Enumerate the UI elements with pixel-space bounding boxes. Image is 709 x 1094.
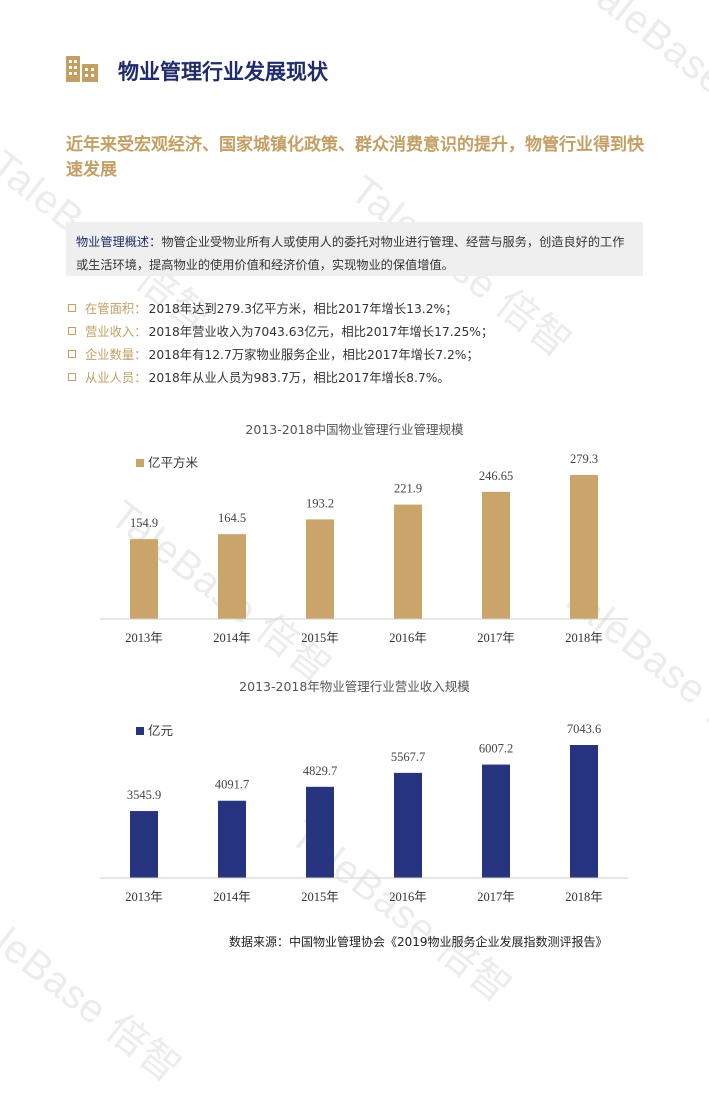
list-item: 在管面积： 2018年达到279.3亿平方米，相比2017年增长13.2%； — [68, 296, 493, 319]
tick-label: 2014年 — [213, 890, 251, 904]
fact-label: 企业数量： — [85, 347, 147, 362]
value-label: 4091.7 — [215, 778, 249, 792]
bar — [130, 811, 158, 878]
tick-label: 2015年 — [301, 631, 339, 645]
tick-label: 2015年 — [301, 890, 339, 904]
value-label: 154.9 — [130, 516, 158, 530]
bar — [306, 786, 334, 878]
bar — [482, 764, 510, 878]
bar — [570, 745, 598, 878]
fact-text: 2018年有12.7万家物业服务企业，相比2017年增长7.2%； — [148, 347, 479, 362]
tick-label: 2016年 — [389, 631, 427, 645]
fact-text: 2018年营业收入为7043.63亿元，相比2017年增长17.25%； — [148, 324, 494, 339]
bar — [218, 800, 246, 878]
fact-text: 2018年从业人员为983.7万，相比2017年增长8.7%。 — [148, 370, 450, 385]
legend-swatch — [136, 727, 144, 735]
key-facts-list: 在管面积： 2018年达到279.3亿平方米，相比2017年增长13.2%； 营… — [68, 296, 493, 388]
value-label: 6007.2 — [479, 742, 513, 756]
tick-label: 2018年 — [565, 890, 603, 904]
value-label: 246.65 — [479, 469, 513, 483]
square-bullet-icon — [68, 372, 76, 381]
legend-swatch — [136, 459, 144, 467]
value-label: 279.3 — [570, 452, 598, 466]
data-source: 数据来源：中国物业管理协会《2019物业服务企业发展指数测评报告》 — [229, 935, 608, 949]
value-label: 164.5 — [218, 511, 246, 525]
list-item: 企业数量： 2018年有12.7万家物业服务企业，相比2017年增长7.2%； — [68, 342, 493, 365]
page-subtitle: 近年来受宏观经济、国家城镇化政策、群众消费意识的提升，物管行业得到快速发展 — [66, 135, 644, 180]
revenue-chart: 亿元 3545.9 2013年 4091.7 2014年 4829.7 2015年 5567.… — [100, 722, 628, 904]
value-label: 3545.9 — [127, 788, 161, 802]
value-label: 7043.6 — [567, 722, 601, 736]
legend-label: 亿元 — [148, 723, 173, 738]
bar — [306, 519, 334, 619]
overview-box: 物业管理概述：物管企业受物业所有人或使用人的委托对物业进行管理、经营与服务，创造… — [66, 222, 643, 276]
page-title: 物业管理行业发展现状 — [118, 60, 328, 84]
building-icon — [64, 54, 100, 88]
tick-label: 2017年 — [477, 631, 515, 645]
bar — [394, 772, 422, 878]
square-bullet-icon — [68, 349, 76, 358]
overview-label: 物业管理概述： — [76, 235, 162, 249]
value-label: 221.9 — [394, 482, 422, 496]
list-item: 从业人员： 2018年从业人员为983.7万，相比2017年增长8.7%。 — [68, 365, 493, 388]
square-bullet-icon — [68, 326, 76, 335]
bar — [394, 504, 422, 619]
chart-title: 2013-2018年物业管理行业营业收入规模 — [239, 679, 470, 694]
chart-title: 2013-2018中国物业管理行业管理规模 — [245, 422, 464, 437]
tick-label: 2013年 — [125, 890, 163, 904]
list-item: 营业收入： 2018年营业收入为7043.63亿元，相比2017年增长17.25… — [68, 319, 493, 342]
bar — [482, 491, 510, 619]
bar — [130, 539, 158, 619]
tick-label: 2014年 — [213, 631, 251, 645]
fact-label: 从业人员： — [85, 370, 147, 385]
tick-label: 2018年 — [565, 631, 603, 645]
tick-label: 2013年 — [125, 631, 163, 645]
value-label: 193.2 — [306, 496, 334, 510]
bar — [570, 475, 598, 619]
value-label: 4829.7 — [303, 764, 337, 778]
overview-text: 物管企业受物业所有人或使用人的委托对物业进行管理、经营与服务，创造良好的工作或生… — [76, 235, 625, 272]
square-bullet-icon — [68, 303, 76, 312]
bar — [218, 534, 246, 619]
fact-label: 营业收入： — [85, 324, 147, 339]
legend-label: 亿平方米 — [148, 455, 199, 470]
page-header: 物业管理行业发展现状 — [64, 54, 328, 88]
tick-label: 2016年 — [389, 890, 427, 904]
tick-label: 2017年 — [477, 890, 515, 904]
value-label: 5567.7 — [391, 750, 425, 764]
area-scale-chart: 亿平方米 154.9 2013年 164.5 2014年 193.2 2015年 221.9 2… — [100, 452, 628, 645]
fact-label: 在管面积： — [85, 301, 147, 316]
fact-text: 2018年达到279.3亿平方米，相比2017年增长13.2%； — [148, 301, 458, 316]
